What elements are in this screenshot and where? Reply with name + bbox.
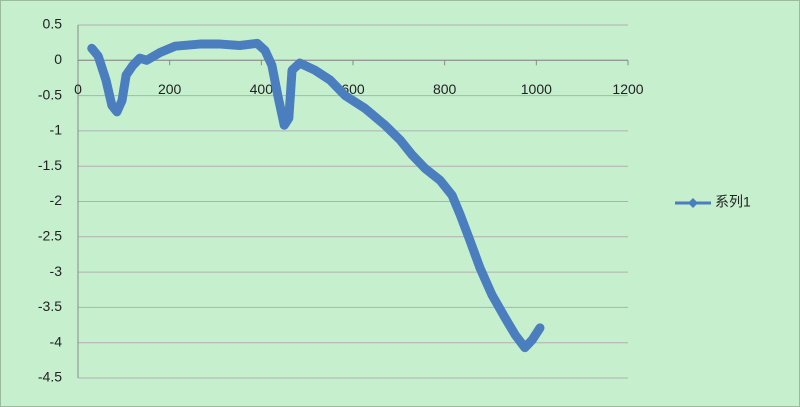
x-tick-label: 400 bbox=[250, 81, 274, 97]
x-tick-label: 200 bbox=[158, 81, 182, 97]
x-tick-label: 800 bbox=[433, 81, 457, 97]
y-tick-label: -1 bbox=[50, 122, 63, 138]
x-tick-label: 1200 bbox=[612, 81, 643, 97]
data-line bbox=[87, 38, 545, 353]
legend-marker bbox=[688, 198, 698, 208]
y-tick-label: -0.5 bbox=[38, 86, 62, 102]
legend-label: 系列1 bbox=[715, 194, 751, 210]
y-tick-label: -2.5 bbox=[38, 228, 62, 244]
y-tick-label: -4 bbox=[50, 333, 63, 349]
y-tick-label: -2 bbox=[50, 192, 63, 208]
y-tick-label: -1.5 bbox=[38, 157, 62, 173]
x-tick-label: 0 bbox=[74, 81, 82, 97]
y-tick-label: -3.5 bbox=[38, 298, 62, 314]
y-tick-label: 0 bbox=[54, 51, 62, 67]
y-tick-label: -3 bbox=[50, 263, 63, 279]
y-tick-label: 0.5 bbox=[43, 16, 63, 32]
y-tick-label: -4.5 bbox=[38, 369, 62, 385]
x-tick-label: 1000 bbox=[521, 81, 552, 97]
